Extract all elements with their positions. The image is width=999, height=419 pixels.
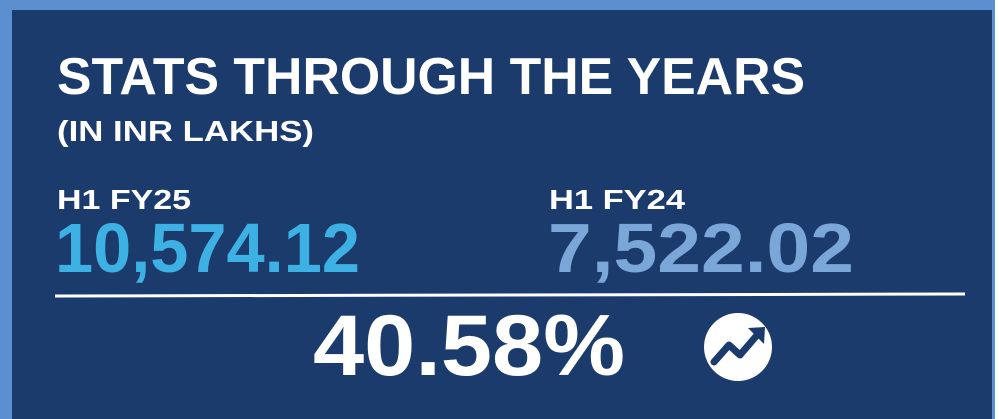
divider xyxy=(54,292,966,298)
change-percent: 40.58% xyxy=(313,298,625,394)
title: STATS THROUGH THE YEARS xyxy=(57,48,805,106)
stat-label: H1 FY25 xyxy=(57,184,191,215)
card-panel xyxy=(12,10,992,419)
trend-up-icon xyxy=(704,313,772,381)
subtitle: (IN INR LAKHS) xyxy=(57,116,314,148)
stat-label: H1 FY24 xyxy=(549,184,686,215)
stat-value: 7,522.02 xyxy=(548,209,854,287)
stat-value: 10,574.12 xyxy=(55,209,360,287)
